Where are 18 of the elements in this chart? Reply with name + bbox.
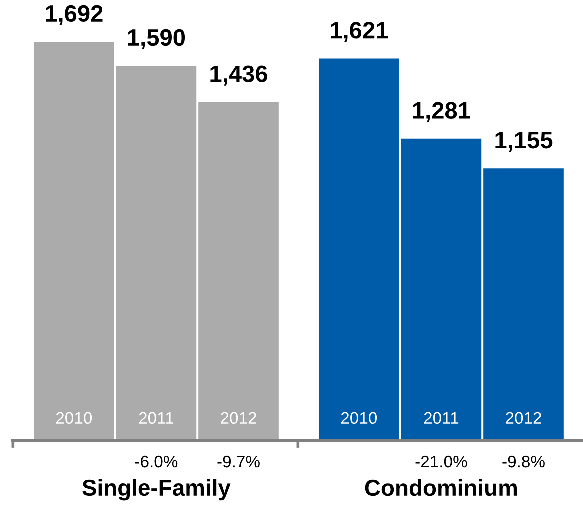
x-tick-label: 2012 <box>506 412 542 424</box>
data-label: 1,692 <box>46 5 103 26</box>
data-label: 1,155 <box>496 132 553 152</box>
x-tick-label: 2012 <box>221 412 256 424</box>
text: -9.8% <box>502 456 545 468</box>
x-axis-title: Condominium <box>365 479 518 496</box>
data-label: 1,436 <box>210 66 268 86</box>
text: -21.0% <box>416 456 468 468</box>
x-tick-label: 2010 <box>56 412 92 424</box>
x-tick-label: 2010 <box>341 412 378 424</box>
text: -9.7% <box>218 456 260 468</box>
x-tick-label: 2011 <box>424 412 459 424</box>
data-label: 1,281 <box>413 102 470 122</box>
x-axis-title: Single-Family <box>82 479 231 501</box>
text: -6.0% <box>135 456 178 468</box>
x-tick-label: 2011 <box>139 412 174 424</box>
data-label: 1,590 <box>128 29 186 50</box>
data-label: 1,621 <box>331 22 388 42</box>
